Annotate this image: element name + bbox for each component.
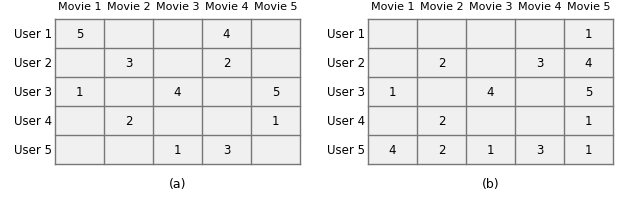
Bar: [104, 135, 153, 164]
Text: Movie 4: Movie 4: [518, 2, 561, 12]
Text: 1: 1: [173, 143, 181, 156]
Bar: [368, 78, 417, 106]
Bar: [202, 135, 251, 164]
Bar: [368, 20, 417, 49]
Bar: [564, 20, 613, 49]
Text: 2: 2: [125, 115, 132, 127]
Bar: [466, 78, 515, 106]
Text: 5: 5: [272, 86, 279, 99]
Text: Movie 5: Movie 5: [253, 2, 297, 12]
Bar: [564, 106, 613, 135]
Text: 1: 1: [487, 143, 494, 156]
Text: User 2: User 2: [14, 57, 52, 70]
Bar: [153, 49, 202, 78]
Bar: [251, 135, 300, 164]
Bar: [466, 135, 515, 164]
Text: User 3: User 3: [15, 86, 52, 99]
Text: User 1: User 1: [327, 28, 365, 41]
Text: 1: 1: [585, 28, 592, 41]
Text: 2: 2: [223, 57, 230, 70]
Text: 5: 5: [76, 28, 83, 41]
Bar: [55, 106, 104, 135]
Bar: [251, 106, 300, 135]
Bar: [417, 78, 466, 106]
Bar: [515, 78, 564, 106]
Text: 2: 2: [438, 115, 445, 127]
Text: 3: 3: [536, 143, 543, 156]
Text: (b): (b): [482, 178, 499, 190]
Text: User 4: User 4: [14, 115, 52, 127]
Bar: [104, 78, 153, 106]
Bar: [104, 106, 153, 135]
Text: (a): (a): [169, 178, 186, 190]
Bar: [153, 106, 202, 135]
Bar: [55, 49, 104, 78]
Text: Movie 1: Movie 1: [371, 2, 414, 12]
Text: Movie 1: Movie 1: [58, 2, 101, 12]
Bar: [153, 135, 202, 164]
Bar: [417, 20, 466, 49]
Bar: [515, 49, 564, 78]
Text: User 1: User 1: [14, 28, 52, 41]
Text: User 4: User 4: [327, 115, 365, 127]
Bar: [55, 135, 104, 164]
Text: Movie 3: Movie 3: [156, 2, 199, 12]
Bar: [251, 78, 300, 106]
Bar: [104, 49, 153, 78]
Bar: [55, 78, 104, 106]
Bar: [417, 49, 466, 78]
Text: Movie 2: Movie 2: [107, 2, 150, 12]
Text: 3: 3: [536, 57, 543, 70]
Bar: [251, 49, 300, 78]
Text: 1: 1: [272, 115, 279, 127]
Bar: [466, 20, 515, 49]
Text: 4: 4: [388, 143, 396, 156]
Text: 3: 3: [125, 57, 132, 70]
Text: 1: 1: [76, 86, 83, 99]
Bar: [564, 78, 613, 106]
Text: User 3: User 3: [328, 86, 365, 99]
Bar: [153, 78, 202, 106]
Text: User 5: User 5: [15, 143, 52, 156]
Text: Movie 2: Movie 2: [420, 2, 463, 12]
Text: 1: 1: [388, 86, 396, 99]
Bar: [202, 106, 251, 135]
Bar: [55, 20, 104, 49]
Bar: [251, 20, 300, 49]
Text: Movie 4: Movie 4: [205, 2, 248, 12]
Text: 5: 5: [585, 86, 592, 99]
Text: User 2: User 2: [327, 57, 365, 70]
Text: Movie 5: Movie 5: [567, 2, 611, 12]
Bar: [202, 78, 251, 106]
Text: 3: 3: [223, 143, 230, 156]
Text: User 5: User 5: [328, 143, 365, 156]
Text: 4: 4: [223, 28, 230, 41]
Bar: [368, 49, 417, 78]
Bar: [153, 20, 202, 49]
Text: 1: 1: [585, 115, 592, 127]
Bar: [564, 49, 613, 78]
Bar: [104, 20, 153, 49]
Bar: [417, 106, 466, 135]
Bar: [368, 106, 417, 135]
Bar: [202, 20, 251, 49]
Bar: [417, 135, 466, 164]
Text: 4: 4: [585, 57, 592, 70]
Bar: [202, 49, 251, 78]
Bar: [515, 20, 564, 49]
Text: 2: 2: [438, 143, 445, 156]
Bar: [368, 135, 417, 164]
Text: Movie 3: Movie 3: [468, 2, 512, 12]
Bar: [515, 135, 564, 164]
Text: 4: 4: [487, 86, 494, 99]
Text: 1: 1: [585, 143, 592, 156]
Bar: [466, 49, 515, 78]
Text: 4: 4: [173, 86, 181, 99]
Bar: [466, 106, 515, 135]
Bar: [515, 106, 564, 135]
Bar: [564, 135, 613, 164]
Text: 2: 2: [438, 57, 445, 70]
